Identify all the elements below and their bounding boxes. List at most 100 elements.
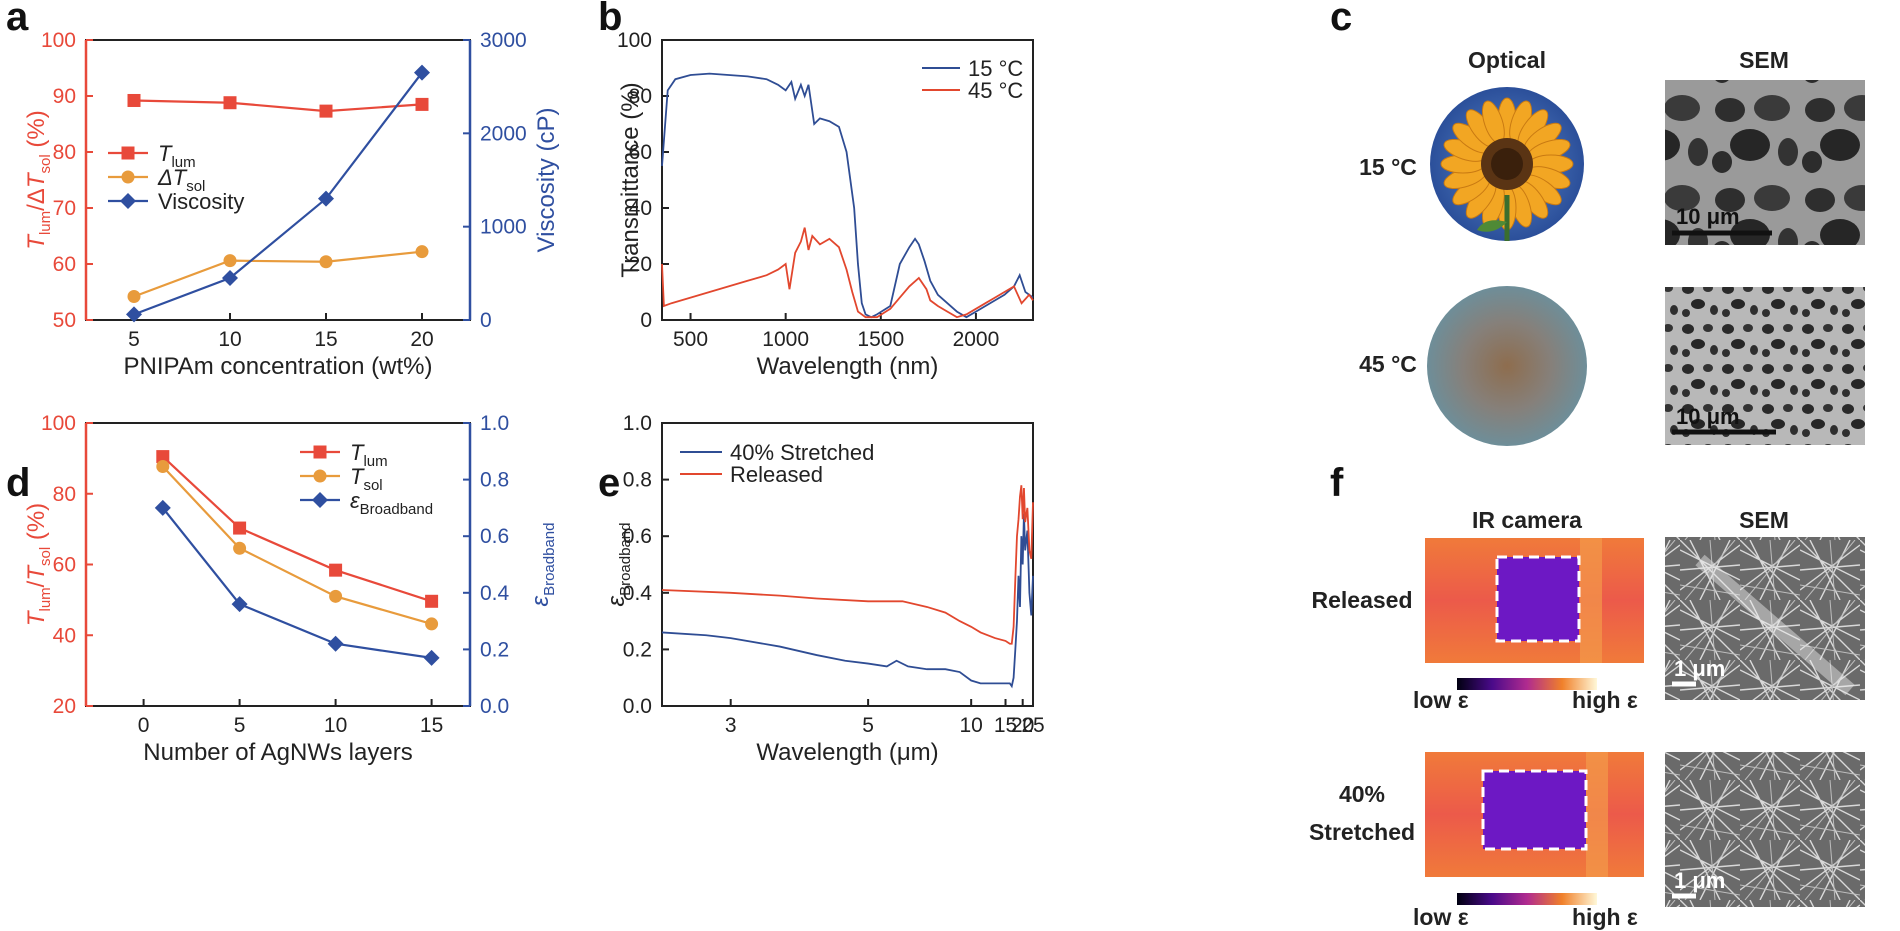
data-point-ΔTsol: [127, 289, 141, 303]
legend-label-e: 40% Stretched: [730, 440, 874, 465]
y2-tick-label-d: 0.6: [480, 525, 509, 548]
legend-label-d: εBroadband: [350, 488, 433, 518]
x-tick-label-d: 10: [324, 714, 347, 737]
legend-marker-d: [313, 445, 327, 459]
panel-letter-f: f: [1330, 461, 1344, 505]
y2-tick-label-d: 0.0: [480, 695, 509, 718]
ir-camera-title: IR camera: [1472, 507, 1582, 533]
optical-column-title: Optical: [1468, 47, 1546, 73]
x-tick-label-b: 2000: [953, 328, 1000, 351]
legend-label-d: Tlum: [350, 440, 388, 470]
y-tick-label-a: 90: [53, 85, 76, 108]
x-axis-title-a: PNIPAm concentration (wt%): [124, 353, 433, 380]
legend-label-b: 45 °C: [968, 78, 1023, 103]
y2-tick-label-d: 0.8: [480, 469, 509, 492]
x-tick-label-b: 1500: [857, 328, 904, 351]
colorbar-2: [1457, 893, 1597, 905]
data-point-Tlum: [223, 96, 237, 110]
y-axis-title-d: Tlum/Tsol (%): [23, 503, 54, 626]
sem-image-45c: 10 μm: [1665, 287, 1865, 445]
chart-a: 5 10 15 2050607080901000100020003000PNIPAm …: [23, 29, 560, 380]
plot-frame-e: [661, 422, 1034, 707]
x-tick-label-d: 5: [234, 714, 246, 737]
colorbar-high-1: high ε: [1572, 687, 1638, 713]
y2-tick-label-d: 0.2: [480, 638, 509, 661]
sem-image-15c: 10 μm: [1665, 80, 1865, 245]
sem-image-released: 1 μm: [1665, 537, 1865, 700]
y-tick-label-a: 50: [53, 309, 76, 332]
y2-axis-title-a: Viscosity (cP): [533, 108, 560, 253]
sem-column-title-c: SEM: [1739, 47, 1789, 73]
y-tick-label-e: 1.0: [623, 412, 652, 435]
legend-marker-a: [121, 170, 135, 184]
series-line-d: [161, 465, 432, 625]
series-line-d: [162, 455, 432, 603]
data-point-Viscosity: [318, 190, 334, 207]
data-point-Tlum: [319, 104, 333, 118]
data-point-ΔTsol: [319, 255, 333, 269]
scale-bar-label-released: 1 μm: [1674, 656, 1725, 681]
plot-frame-a: [85, 39, 471, 321]
data-point-ΔTsol: [415, 245, 429, 259]
y-tick-label-b: 60: [629, 141, 652, 164]
ir-image-released: [1425, 538, 1644, 663]
legend-label-a: Tlum: [158, 141, 196, 171]
colorbar-high-2: high ε: [1572, 904, 1638, 930]
y-tick-label-d: 20: [53, 695, 76, 718]
series-line-e: [661, 513, 1034, 689]
panel-letter-e: e: [598, 461, 620, 505]
data-point-ΔTsol: [223, 254, 237, 268]
y-tick-label-a: 100: [41, 29, 76, 52]
y-tick-label-d: 80: [53, 483, 76, 506]
chart-d: 0 5 10 15 20 40 60 80 100 0.0 0.2 0.4 0.6 0.8 1.0 Numbe…: [23, 412, 558, 766]
colorbar-1: [1457, 678, 1597, 690]
x-tick-label-a: 20: [410, 328, 433, 351]
row-label-stretched: Stretched: [1309, 819, 1415, 845]
y2-tick-label-a: 3000: [480, 29, 527, 52]
panel-letter-c: c: [1330, 0, 1352, 39]
y-axis-title-b: Transmittance (%): [617, 82, 644, 277]
scale-bar-label-15c: 10 μm: [1676, 204, 1740, 229]
row-label-released: Released: [1311, 587, 1412, 613]
legend-label-e: Released: [730, 462, 823, 487]
data-point-d: [327, 635, 344, 652]
y-tick-label-b: 0: [640, 309, 652, 332]
y2-tick-label-d: 1.0: [480, 412, 509, 435]
x-axis-title-e: Wavelength (μm): [756, 739, 938, 766]
panel-letter-b: b: [598, 0, 622, 39]
data-point-d: [425, 594, 439, 608]
y-tick-label-b: 20: [629, 253, 652, 276]
colorbar-low-2: low ε: [1413, 904, 1469, 930]
row-label-40pct: 40%: [1339, 781, 1385, 807]
y2-tick-label-a: 0: [480, 309, 492, 332]
ir-image-stretched: [1425, 752, 1644, 877]
panel-c: Optical SEM 15 °C 45 °C 10 μm 10 μm: [1359, 47, 1865, 446]
x-tick-label-e: 10: [959, 714, 982, 737]
sunflower-photo: [1430, 87, 1584, 241]
y2-tick-label-a: 2000: [480, 122, 527, 145]
row-label-45c: 45 °C: [1359, 351, 1417, 377]
legend-label-a: Viscosity: [158, 189, 244, 214]
y-tick-label-e: 0.8: [623, 469, 652, 492]
x-tick-label-d: 15: [420, 714, 443, 737]
sem-image-stretched: 1 μm: [1665, 752, 1865, 907]
data-point-d: [231, 596, 248, 613]
series-line-ΔTsol: [133, 250, 423, 298]
data-point-Viscosity: [414, 64, 430, 81]
data-point-Viscosity: [126, 306, 142, 323]
sem-column-title-f: SEM: [1739, 507, 1789, 533]
legend-label-d: Tsol: [350, 464, 383, 494]
series-line-b: [661, 227, 1034, 319]
legend-marker-a: [120, 193, 136, 209]
legend-marker-d: [313, 469, 327, 483]
panel-letter-a: a: [6, 0, 29, 39]
plot-frame-d: [85, 422, 471, 707]
y-tick-label-e: 0.4: [623, 582, 653, 605]
series-line-d: [161, 507, 432, 659]
y-tick-label-e: 0.2: [623, 638, 652, 661]
series-line-Viscosity: [133, 72, 423, 316]
x-axis-title-b: Wavelength (nm): [757, 353, 939, 380]
chart-b: 500 1000 1500 2000 0 20 40 60 80 100 Wavelength (n…: [617, 29, 1034, 380]
